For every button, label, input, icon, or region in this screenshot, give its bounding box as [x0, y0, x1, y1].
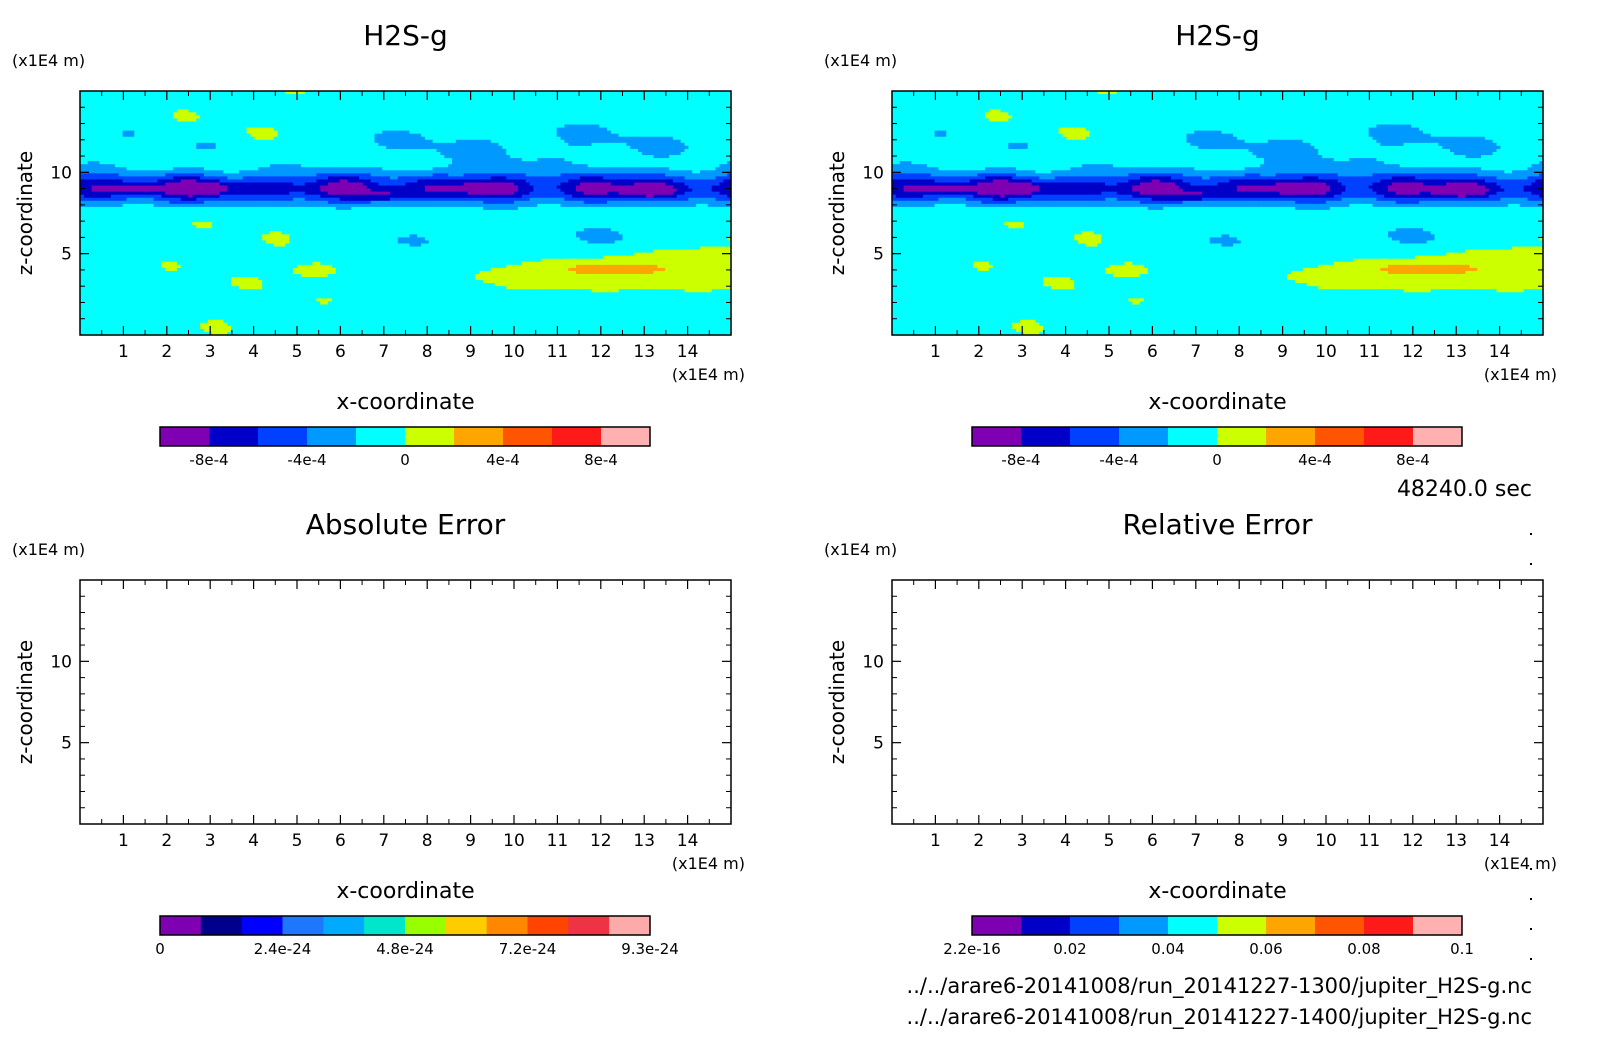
contour-field [80, 91, 732, 336]
time-label: 48240.0 sec [1397, 477, 1532, 502]
file-path-2: ../../arare6-20141008/run_20141227-1400/… [907, 1005, 1532, 1030]
stray-dots [1530, 533, 1532, 960]
file-path-1: ../../arare6-20141008/run_20141227-1300/… [907, 974, 1532, 999]
